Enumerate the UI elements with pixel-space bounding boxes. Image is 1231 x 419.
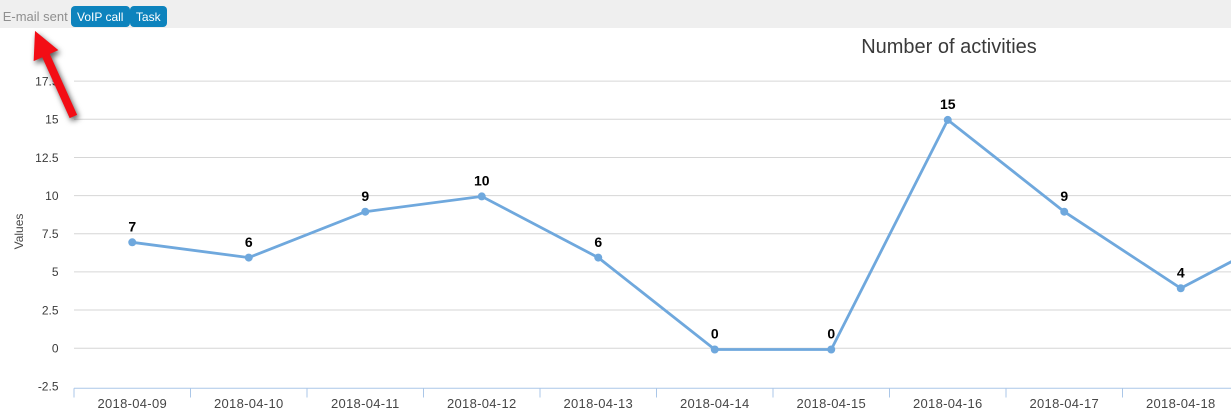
svg-text:2.5: 2.5 <box>42 303 59 317</box>
svg-text:2018-04-13: 2018-04-13 <box>564 396 634 411</box>
svg-text:2018-04-10: 2018-04-10 <box>214 396 284 411</box>
svg-text:7.5: 7.5 <box>42 227 59 241</box>
svg-text:0: 0 <box>827 326 835 342</box>
svg-text:7: 7 <box>128 219 136 235</box>
svg-text:15: 15 <box>45 113 59 127</box>
svg-text:2018-04-09: 2018-04-09 <box>98 396 168 411</box>
svg-text:0: 0 <box>711 326 719 342</box>
svg-text:Number of activities: Number of activities <box>861 36 1037 58</box>
svg-text:2018-04-15: 2018-04-15 <box>797 396 867 411</box>
svg-text:15: 15 <box>940 96 956 112</box>
svg-text:2018-04-12: 2018-04-12 <box>447 396 517 411</box>
svg-text:10: 10 <box>474 173 490 189</box>
svg-text:6: 6 <box>594 234 602 250</box>
svg-text:9: 9 <box>361 188 369 204</box>
svg-text:2018-04-18: 2018-04-18 <box>1146 396 1216 411</box>
svg-text:0: 0 <box>52 342 59 356</box>
svg-text:6: 6 <box>245 234 253 250</box>
svg-text:Values: Values <box>12 214 26 250</box>
svg-text:9: 9 <box>1060 188 1068 204</box>
svg-text:2018-04-17: 2018-04-17 <box>1030 396 1100 411</box>
svg-text:2018-04-11: 2018-04-11 <box>331 396 400 411</box>
svg-text:5: 5 <box>52 265 59 279</box>
svg-text:2018-04-16: 2018-04-16 <box>913 396 983 411</box>
svg-text:12.5: 12.5 <box>35 151 59 165</box>
svg-text:-2.5: -2.5 <box>38 380 59 394</box>
svg-text:2018-04-14: 2018-04-14 <box>680 396 750 411</box>
svg-text:4: 4 <box>1177 265 1185 281</box>
svg-text:10: 10 <box>45 189 59 203</box>
